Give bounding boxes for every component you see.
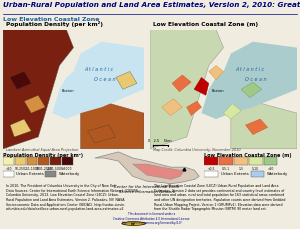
Text: Center for the International Earth
Science Information Network: Center for the International Earth Scien… [114,185,180,194]
FancyBboxPatch shape [3,171,14,177]
FancyBboxPatch shape [249,157,262,165]
Text: Waterbody: Waterbody [58,172,80,176]
Polygon shape [209,65,224,80]
Polygon shape [24,95,45,113]
Polygon shape [88,125,116,143]
Polygon shape [241,82,262,98]
Text: Map Credit: Columbia University, November 2010: Map Credit: Columbia University, Novembe… [153,148,241,152]
Text: cc: cc [131,221,136,226]
FancyBboxPatch shape [45,171,56,177]
Polygon shape [10,71,31,89]
Polygon shape [67,42,144,113]
Text: Low Elevation Coastal Zone (m): Low Elevation Coastal Zone (m) [204,153,292,158]
Polygon shape [150,30,224,149]
FancyBboxPatch shape [38,157,49,165]
Text: 5-10: 5-10 [252,167,259,171]
Polygon shape [162,99,182,115]
Polygon shape [231,101,297,149]
Circle shape [122,222,146,225]
Polygon shape [194,77,209,95]
Text: Waterbody: Waterbody [267,172,289,176]
Text: Low Elevation Coastal Zone (m): Low Elevation Coastal Zone (m) [153,22,258,27]
Text: 0.5-1: 0.5-1 [222,167,230,171]
Text: 0   2.5    5km: 0 2.5 5km [148,139,172,143]
Text: 1001-2500: 1001-2500 [35,167,52,171]
Polygon shape [216,42,297,113]
FancyBboxPatch shape [219,157,233,165]
Text: >10: >10 [267,167,274,171]
FancyBboxPatch shape [26,157,38,165]
FancyBboxPatch shape [3,157,14,165]
FancyBboxPatch shape [62,157,73,165]
Text: 2501-5000: 2501-5000 [47,167,64,171]
Text: A t l a n t i c: A t l a n t i c [84,68,113,72]
Text: This document is licensed under a
Creative Commons Attribution 4.0 International: This document is licensed under a Creati… [113,212,190,225]
Polygon shape [133,164,185,179]
FancyBboxPatch shape [263,157,278,165]
Text: <50: <50 [5,167,12,171]
Text: O c e a n: O c e a n [245,77,267,82]
Text: Boston: Boston [61,89,74,93]
FancyBboxPatch shape [204,171,218,177]
Text: Boston: Boston [212,89,224,93]
Polygon shape [3,30,74,149]
Text: <0.5: <0.5 [207,167,215,171]
Polygon shape [246,119,268,135]
Text: 50-250: 50-250 [15,167,26,171]
FancyBboxPatch shape [250,171,265,177]
Polygon shape [116,71,137,89]
Text: In 2010, The President of Columbia University in the City of New York
Data Sourc: In 2010, The President of Columbia Unive… [6,184,139,211]
Polygon shape [10,119,31,137]
Text: A t l a n t i c: A t l a n t i c [236,68,265,72]
Text: Urban-Rural Population and Land Area Estimates, Version 2, 2010: Greater Boston,: Urban-Rural Population and Land Area Est… [3,2,300,8]
Polygon shape [95,152,199,184]
Polygon shape [187,101,202,115]
Text: >5000: >5000 [62,167,73,171]
Text: Urban Extents: Urban Extents [16,172,44,176]
Polygon shape [224,104,241,119]
Text: Population Density (per km²): Population Density (per km²) [3,153,83,158]
Text: Population Density (per km²): Population Density (per km²) [6,21,103,27]
Polygon shape [81,101,144,149]
Text: Lambert Azimuthal Equal Area Projection: Lambert Azimuthal Equal Area Projection [6,148,78,152]
Text: 1-5: 1-5 [238,167,243,171]
Text: Low Elevation Coastal Zone: Low Elevation Coastal Zone [3,17,100,22]
Polygon shape [172,75,191,92]
FancyBboxPatch shape [204,157,218,165]
Text: O c e a n: O c e a n [94,77,115,82]
Text: 251-1000: 251-1000 [25,167,39,171]
Polygon shape [202,71,238,119]
FancyBboxPatch shape [234,157,248,165]
Text: Urban Extents: Urban Extents [221,172,248,176]
Polygon shape [52,71,88,119]
Text: The Low Elevation Coastal Zone (LECZ) Urban-Rural Population and Land Area
Estim: The Low Elevation Coastal Zone (LECZ) Ur… [154,184,286,211]
FancyBboxPatch shape [50,157,61,165]
FancyBboxPatch shape [15,157,26,165]
